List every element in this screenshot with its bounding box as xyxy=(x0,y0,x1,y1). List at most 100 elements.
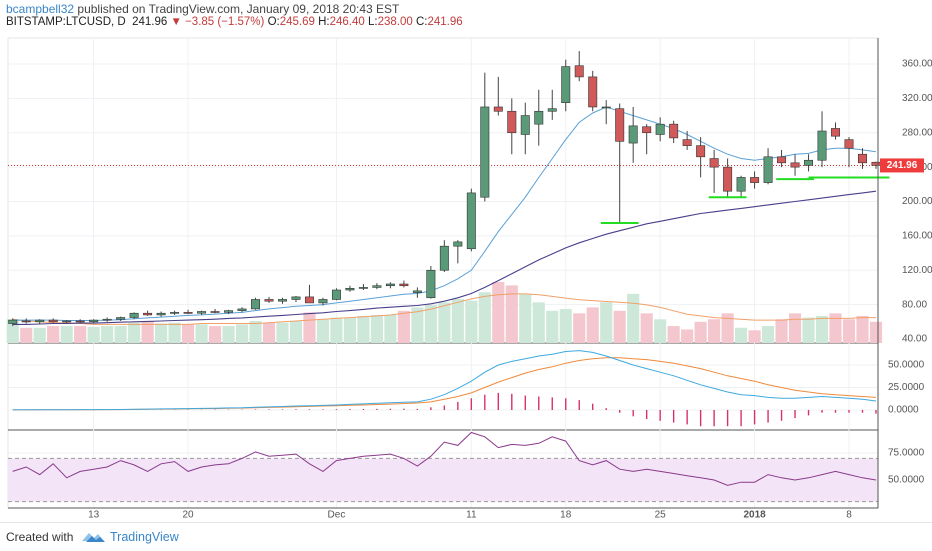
axes: 40.0080.00120.00160.00200.00240.00280.00… xyxy=(8,38,932,521)
price-tick-label: 280.00 xyxy=(902,127,932,138)
candle-body xyxy=(170,312,180,314)
candle-body xyxy=(709,158,719,168)
candle-body xyxy=(318,299,328,304)
grid-lines xyxy=(7,37,879,509)
symbol-name: BITSTAMP:LTCUSD, D xyxy=(6,16,126,28)
volume-bar xyxy=(654,319,667,343)
macd-tick-label: 25.0000 xyxy=(888,382,925,393)
candle-body xyxy=(642,126,652,134)
candle-body xyxy=(493,106,503,112)
volume-bar xyxy=(788,313,802,343)
volume-bar xyxy=(74,326,87,343)
volume-bar xyxy=(303,312,316,343)
candle-body xyxy=(143,312,153,316)
candle-body xyxy=(345,287,355,291)
volume-bar xyxy=(424,304,437,343)
time-tick-label: 20 xyxy=(183,510,195,521)
candle-body xyxy=(372,285,382,288)
volume-bar xyxy=(869,321,883,343)
candle-body xyxy=(480,106,490,198)
candle-body xyxy=(331,289,341,300)
volume-bar xyxy=(775,319,788,343)
candle-body xyxy=(35,319,45,323)
time-tick-label: 18 xyxy=(560,510,572,521)
candle-body xyxy=(304,296,314,304)
high-value: 246.40 xyxy=(329,16,365,28)
author-link[interactable]: bcampbell32 xyxy=(6,2,75,16)
candle-body xyxy=(358,287,368,289)
candle-body xyxy=(62,320,72,323)
candle-body xyxy=(439,245,449,271)
volume-bar xyxy=(289,320,303,343)
volume-bar xyxy=(20,327,33,343)
candle-body xyxy=(210,311,220,313)
candle-body xyxy=(547,108,557,112)
footer: Created with TradingView xyxy=(0,522,932,551)
tradingview-logo-icon[interactable] xyxy=(80,529,106,545)
volume-bar xyxy=(667,326,680,343)
publish-text: published on TradingView.com, January 09… xyxy=(77,2,400,16)
moving-averages xyxy=(8,106,878,325)
volume-bar xyxy=(721,313,734,343)
open-label: O: xyxy=(267,16,280,28)
candle-body xyxy=(48,319,58,323)
rsi-line xyxy=(12,431,877,486)
price-tick-label: 160.00 xyxy=(902,231,932,242)
price-tick-label: 320.00 xyxy=(902,93,932,104)
chart-area[interactable]: 40.0080.00120.00160.00200.00240.00280.00… xyxy=(0,0,932,522)
volume-bar xyxy=(168,322,181,343)
volume-bar xyxy=(465,300,478,343)
candle-body xyxy=(89,319,99,323)
rsi-band xyxy=(8,458,878,502)
volume-bar xyxy=(114,326,127,343)
volume-bar xyxy=(397,310,410,343)
down-arrow-icon: ▼ xyxy=(170,16,182,28)
volume-bar xyxy=(330,317,343,343)
volume-bar xyxy=(316,319,330,343)
candle-body xyxy=(385,283,395,287)
volume-bar xyxy=(478,292,491,343)
candle-body xyxy=(278,299,287,302)
time-tick-label: 2018 xyxy=(743,510,766,521)
candle-body xyxy=(601,106,611,109)
candle-body xyxy=(8,319,18,324)
candlesticks xyxy=(8,51,881,327)
time-tick-label: 8 xyxy=(846,510,852,521)
candle-body xyxy=(264,299,274,302)
volume-bar xyxy=(519,293,532,343)
volume-bar xyxy=(249,320,262,343)
candle-body xyxy=(696,145,706,158)
tradingview-link[interactable]: TradingView xyxy=(110,530,179,544)
volume-bar xyxy=(708,319,721,343)
candle-body xyxy=(777,156,787,164)
candle-body xyxy=(682,139,692,146)
macd-tick-label: 0.0000 xyxy=(888,405,919,416)
volume-bar xyxy=(573,313,586,343)
volume-bar xyxy=(815,315,829,343)
volume-bar xyxy=(627,293,640,343)
volume-bar xyxy=(6,319,19,343)
candle-body xyxy=(858,153,867,164)
price-change: −3.85 (−1.57%) xyxy=(185,16,265,28)
candle-body xyxy=(804,159,814,166)
symbol-summary: BITSTAMP:LTCUSD, D 241.96 ▼ −3.85 (−1.57… xyxy=(6,16,463,28)
volume-bar xyxy=(613,310,626,343)
ma-fast-line xyxy=(12,106,877,321)
candle-body xyxy=(763,156,773,183)
volume-bar xyxy=(694,321,707,343)
candle-body xyxy=(844,139,854,149)
volume-bar xyxy=(735,327,748,343)
volume-bar xyxy=(532,302,545,343)
volume-bar xyxy=(262,322,276,343)
candle-body xyxy=(399,283,409,287)
volume-bar xyxy=(128,322,141,343)
volume-bar xyxy=(208,326,222,343)
time-tick-label: 11 xyxy=(466,510,477,521)
volume-bar xyxy=(370,315,383,343)
volume-bar xyxy=(47,326,60,343)
volume-bar xyxy=(343,317,356,343)
candle-body xyxy=(129,312,139,318)
volume-bar xyxy=(101,326,114,343)
volume-bar xyxy=(762,326,775,343)
rsi-tick-label: 50.0000 xyxy=(888,475,925,486)
